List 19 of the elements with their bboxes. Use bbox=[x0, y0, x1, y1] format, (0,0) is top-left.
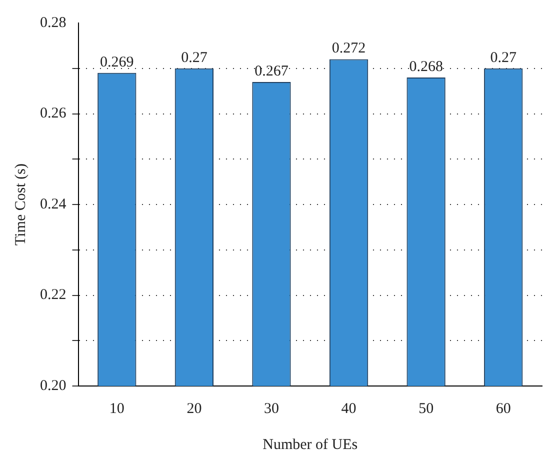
x-tick-label: 30 bbox=[264, 400, 279, 417]
x-tick-label: 10 bbox=[109, 400, 124, 417]
y-tick-label: 0.26 bbox=[40, 106, 67, 122]
data-label: 0.267 bbox=[254, 63, 289, 80]
y-tick-label: 0.28 bbox=[40, 14, 66, 31]
data-label: 0.27 bbox=[490, 50, 517, 66]
y-tick-label: 0.20 bbox=[40, 378, 66, 394]
y-tick-label: 0.22 bbox=[40, 287, 66, 304]
y-tick-label: 0.24 bbox=[40, 196, 67, 212]
x-tick-label: 40 bbox=[341, 400, 356, 417]
x-tick-label: 60 bbox=[496, 400, 511, 417]
y-axis-title: Time Cost (s) bbox=[12, 164, 29, 246]
x-tick-label: 20 bbox=[186, 400, 202, 417]
x-tick-label: 50 bbox=[418, 400, 434, 417]
data-label: 0.269 bbox=[100, 54, 134, 70]
data-label: 0.268 bbox=[409, 58, 443, 75]
x-axis-title: Number of UEs bbox=[262, 436, 358, 453]
data-label: 0.272 bbox=[332, 40, 366, 57]
data-label: 0.27 bbox=[181, 50, 208, 66]
